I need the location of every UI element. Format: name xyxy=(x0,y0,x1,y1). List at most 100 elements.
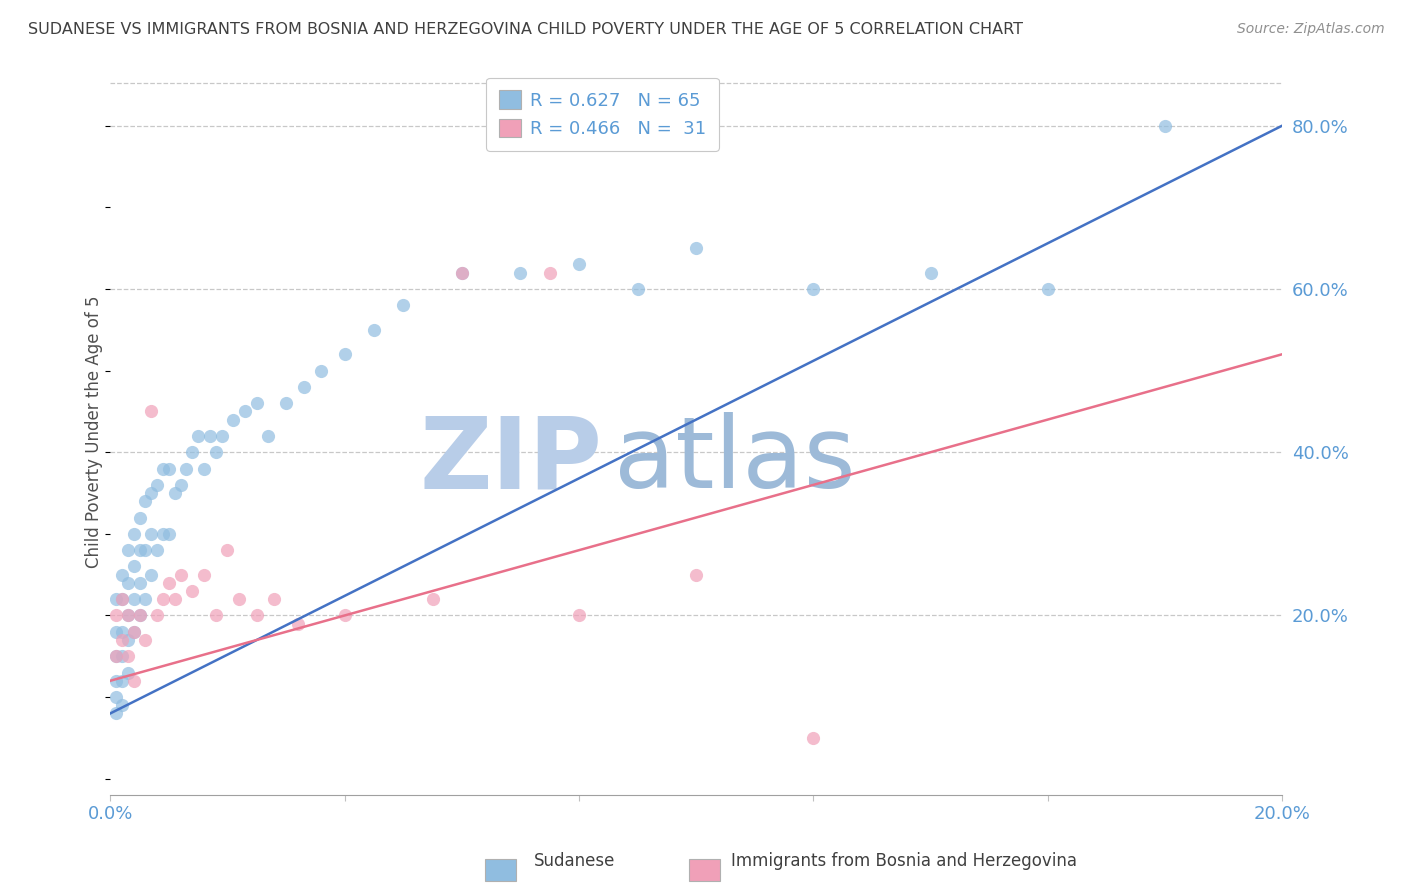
Point xyxy=(193,567,215,582)
Point xyxy=(233,404,256,418)
Point xyxy=(105,673,128,688)
Point xyxy=(217,543,239,558)
Point xyxy=(117,649,139,664)
Point xyxy=(128,575,150,590)
Point xyxy=(111,698,134,713)
Point xyxy=(309,363,332,377)
Point xyxy=(263,592,285,607)
Point xyxy=(111,632,134,647)
Point xyxy=(157,526,180,541)
Point xyxy=(169,567,191,582)
Point xyxy=(105,624,128,639)
Legend: R = 0.627   N = 65, R = 0.466   N =  31: R = 0.627 N = 65, R = 0.466 N = 31 xyxy=(486,78,718,151)
Point xyxy=(117,543,139,558)
Point xyxy=(117,608,139,623)
Point xyxy=(176,461,198,475)
Point xyxy=(105,706,128,721)
Point xyxy=(920,266,942,280)
Point xyxy=(187,429,209,443)
Point xyxy=(146,543,169,558)
Point xyxy=(228,592,250,607)
Y-axis label: Child Poverty Under the Age of 5: Child Poverty Under the Age of 5 xyxy=(86,295,103,568)
Point xyxy=(803,282,825,296)
Point xyxy=(122,673,145,688)
Point xyxy=(204,608,226,623)
Point xyxy=(111,673,134,688)
Point xyxy=(152,461,174,475)
Point xyxy=(122,526,145,541)
Point xyxy=(181,584,204,599)
Point xyxy=(274,396,297,410)
Point xyxy=(134,632,156,647)
Point xyxy=(450,266,472,280)
Point xyxy=(392,298,415,312)
Point xyxy=(685,567,707,582)
Point xyxy=(122,624,145,639)
Point xyxy=(141,404,163,418)
Point xyxy=(181,445,204,459)
Point xyxy=(568,608,591,623)
Point xyxy=(568,257,591,271)
Point xyxy=(128,608,150,623)
Text: SUDANESE VS IMMIGRANTS FROM BOSNIA AND HERZEGOVINA CHILD POVERTY UNDER THE AGE O: SUDANESE VS IMMIGRANTS FROM BOSNIA AND H… xyxy=(28,22,1024,37)
Point xyxy=(111,649,134,664)
Point xyxy=(105,649,128,664)
Point xyxy=(141,486,163,500)
Point xyxy=(157,461,180,475)
Point xyxy=(509,266,531,280)
Point xyxy=(157,575,180,590)
Point xyxy=(105,649,128,664)
Point xyxy=(146,478,169,492)
Point xyxy=(193,461,215,475)
Point xyxy=(333,347,356,361)
Text: Source: ZipAtlas.com: Source: ZipAtlas.com xyxy=(1237,22,1385,37)
Point xyxy=(169,478,191,492)
Point xyxy=(111,592,134,607)
Point xyxy=(538,266,561,280)
Point xyxy=(105,608,128,623)
Point xyxy=(146,608,169,623)
Point xyxy=(1154,119,1177,133)
Point xyxy=(163,592,186,607)
Point xyxy=(117,608,139,623)
Point xyxy=(134,592,156,607)
Point xyxy=(128,543,150,558)
Point xyxy=(117,665,139,680)
Point xyxy=(117,575,139,590)
Point xyxy=(122,559,145,574)
Point xyxy=(1036,282,1059,296)
Point xyxy=(152,592,174,607)
Point xyxy=(111,624,134,639)
Point xyxy=(134,494,156,508)
Point xyxy=(134,543,156,558)
Point xyxy=(685,241,707,255)
Point xyxy=(122,624,145,639)
Point xyxy=(363,323,385,337)
Text: Immigrants from Bosnia and Herzegovina: Immigrants from Bosnia and Herzegovina xyxy=(731,852,1077,870)
Point xyxy=(292,380,315,394)
Point xyxy=(246,608,269,623)
Point xyxy=(422,592,444,607)
Point xyxy=(111,567,134,582)
Text: Sudanese: Sudanese xyxy=(534,852,616,870)
Point xyxy=(257,429,280,443)
Point xyxy=(105,592,128,607)
Point xyxy=(287,616,309,631)
Text: ZIP: ZIP xyxy=(419,412,603,509)
Point xyxy=(141,526,163,541)
Point xyxy=(204,445,226,459)
Point xyxy=(198,429,221,443)
Point xyxy=(627,282,650,296)
Point xyxy=(222,412,245,426)
Point xyxy=(105,690,128,705)
Point xyxy=(333,608,356,623)
Point xyxy=(128,608,150,623)
Text: atlas: atlas xyxy=(614,412,856,509)
Point xyxy=(141,567,163,582)
Point xyxy=(152,526,174,541)
Point xyxy=(122,592,145,607)
Point xyxy=(111,592,134,607)
Point xyxy=(803,731,825,745)
Point xyxy=(128,510,150,524)
Point xyxy=(163,486,186,500)
